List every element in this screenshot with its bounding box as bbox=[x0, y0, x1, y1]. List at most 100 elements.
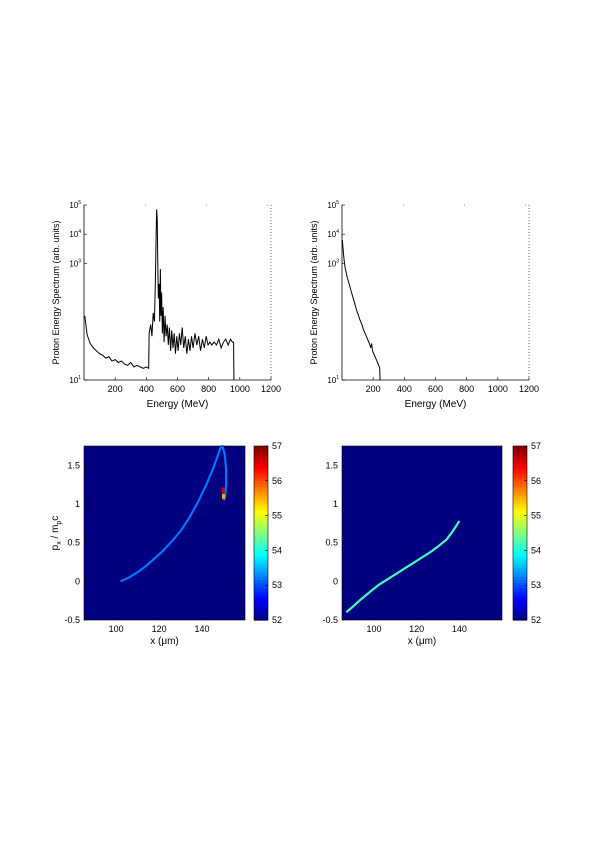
x-tick-label: 1200 bbox=[519, 384, 539, 394]
colorbar-swatch bbox=[254, 472, 268, 476]
y-tick-label: 101 bbox=[69, 375, 81, 385]
x-tick-label: 800 bbox=[201, 384, 216, 394]
colorbar-tick-label: 52 bbox=[531, 615, 541, 625]
colorbar-swatch bbox=[254, 477, 268, 482]
colorbar-swatch bbox=[513, 457, 527, 462]
y-axis-label: Proton Energy Spectrum (arb. units) bbox=[309, 220, 319, 364]
colorbar-swatch bbox=[254, 550, 268, 554]
colorbar: 52 53 54 55 56 57 bbox=[512, 441, 541, 625]
colorbar-swatch bbox=[254, 544, 268, 549]
colorbar-tick-label: 56 bbox=[272, 476, 282, 486]
y-tick-label: 103 bbox=[327, 258, 339, 268]
colorbar: 52 53 54 55 56 57 bbox=[253, 441, 282, 625]
colorbar-swatch bbox=[254, 611, 268, 615]
y-tick-label: 1 bbox=[333, 499, 338, 509]
colorbar-tick-label: 55 bbox=[531, 511, 541, 521]
colorbar-tick-label: 55 bbox=[272, 511, 282, 521]
colorbar-swatch bbox=[254, 498, 268, 502]
colorbar-tick-label: 53 bbox=[531, 580, 541, 590]
colorbar-swatch bbox=[513, 576, 527, 580]
colorbar-swatch bbox=[254, 556, 268, 560]
colorbar-swatch bbox=[254, 446, 268, 450]
colorbar-swatch bbox=[254, 515, 268, 520]
colorbar-swatch bbox=[513, 564, 527, 569]
x-tick-label: 1200 bbox=[261, 384, 281, 394]
colorbar-swatch bbox=[254, 480, 268, 485]
colorbar-swatch bbox=[254, 541, 268, 546]
hot-spot bbox=[221, 487, 225, 493]
colorbar-swatch bbox=[254, 553, 268, 557]
colorbar-swatch bbox=[513, 495, 527, 499]
colorbar-swatch bbox=[513, 605, 527, 609]
y-tick-label: 0 bbox=[333, 576, 338, 586]
colorbar-swatch bbox=[254, 463, 268, 467]
colorbar-swatch bbox=[254, 614, 268, 618]
x-tick-label: 1000 bbox=[230, 384, 250, 394]
colorbar-swatch bbox=[513, 448, 527, 453]
colorbar-swatch bbox=[513, 515, 527, 520]
colorbar-swatch bbox=[513, 614, 527, 618]
colorbar-swatch bbox=[513, 582, 527, 586]
colorbar-swatch bbox=[513, 501, 527, 505]
colorbar-swatch bbox=[254, 605, 268, 609]
colorbar-swatch bbox=[513, 562, 527, 566]
y-tick-label: -0.5 bbox=[64, 615, 80, 625]
colorbar-swatch bbox=[254, 573, 268, 578]
x-tick-label: 600 bbox=[428, 384, 443, 394]
x-tick-label: 200 bbox=[366, 384, 381, 394]
colorbar-swatch bbox=[254, 564, 268, 569]
colorbar-swatch bbox=[513, 588, 527, 592]
colorbar-swatch bbox=[254, 475, 268, 479]
phase-space-curve bbox=[345, 520, 461, 614]
colorbar-swatch bbox=[513, 553, 527, 557]
colorbar-swatch bbox=[513, 466, 527, 470]
colorbar-swatch bbox=[254, 501, 268, 505]
colorbar-tick-label: 53 bbox=[272, 580, 282, 590]
colorbar-swatch bbox=[254, 460, 268, 464]
colorbar-swatch bbox=[513, 521, 527, 525]
x-tick-label: 100 bbox=[366, 624, 381, 634]
colorbar-swatch bbox=[513, 547, 527, 551]
y-tick-label: 0 bbox=[75, 576, 80, 586]
x-axis-label: x (μm) bbox=[408, 636, 437, 647]
colorbar-swatch bbox=[513, 524, 527, 528]
plot-frame bbox=[83, 445, 246, 621]
colorbar-swatch bbox=[513, 475, 527, 479]
x-tick-label: 400 bbox=[397, 384, 412, 394]
colorbar-tick-label: 57 bbox=[531, 441, 541, 451]
colorbar-swatch bbox=[254, 562, 268, 566]
heatmap-background bbox=[342, 446, 502, 620]
colorbar-swatch bbox=[513, 596, 527, 601]
colorbar-swatch bbox=[513, 489, 527, 493]
colorbar-swatch bbox=[513, 567, 527, 572]
colorbar-swatch bbox=[254, 538, 268, 543]
y-tick-label: -0.5 bbox=[322, 615, 338, 625]
x-axis-label: Energy (MeV) bbox=[405, 399, 467, 410]
colorbar-swatch bbox=[513, 483, 527, 488]
colorbar-swatch bbox=[254, 593, 268, 598]
colorbar-swatch bbox=[254, 591, 268, 595]
colorbar-swatch bbox=[254, 596, 268, 601]
colorbar-swatch bbox=[513, 585, 527, 589]
colorbar-swatch bbox=[513, 611, 527, 615]
x-tick-label: 120 bbox=[152, 624, 167, 634]
spectrum-panel-1: 200 400 600 800 1000 1200 101 103 104 105 Energy (… bbox=[309, 200, 539, 410]
spectrum-line bbox=[84, 209, 235, 381]
x-tick-label: 800 bbox=[459, 384, 474, 394]
colorbar-swatch bbox=[513, 608, 527, 612]
colorbar-swatch bbox=[254, 495, 268, 499]
y-tick-label: 105 bbox=[69, 200, 81, 210]
colorbar-swatch bbox=[513, 506, 527, 511]
x-tick-label: 140 bbox=[195, 624, 210, 634]
colorbar-swatch bbox=[513, 477, 527, 482]
colorbar-swatch bbox=[254, 466, 268, 470]
colorbar-swatch bbox=[254, 521, 268, 525]
x-tick-label: 120 bbox=[409, 624, 424, 634]
colorbar-swatch bbox=[513, 573, 527, 578]
colorbar-swatch bbox=[513, 454, 527, 459]
colorbar-swatch bbox=[254, 576, 268, 580]
y-axis-label: Proton Energy Spectrum (arb. units) bbox=[51, 220, 61, 364]
colorbar-swatch bbox=[513, 460, 527, 464]
x-axis-label: Energy (MeV) bbox=[147, 399, 209, 410]
colorbar-swatch bbox=[513, 617, 527, 621]
